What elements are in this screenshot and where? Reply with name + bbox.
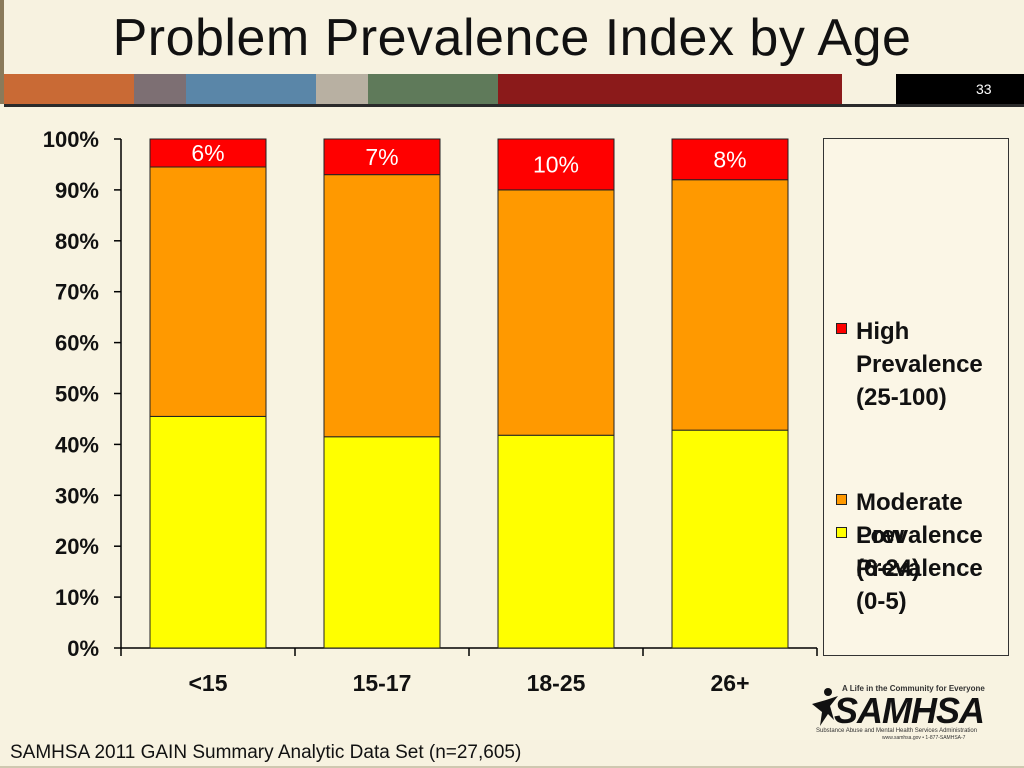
y-tick-label: 0% (67, 636, 99, 661)
y-tick-label: 30% (55, 483, 99, 508)
legend-low-line-3: (0-5) (856, 588, 907, 615)
legend-swatch-high (836, 323, 847, 334)
bar-segment-high (671, 138, 789, 181)
x-category-label: 26+ (710, 670, 749, 696)
page-number: 33 (976, 81, 992, 97)
data-label: 6% (191, 140, 224, 166)
y-tick-label: 60% (55, 331, 99, 356)
y-tick-label: 90% (55, 178, 99, 203)
bar-segment-low (497, 434, 615, 649)
y-tick-label: 50% (55, 382, 99, 407)
legend-label-moderate: Moderate Prevalence (6-24) (856, 486, 1016, 585)
samhsa-subtitle: Substance Abuse and Mental Health Servic… (816, 728, 978, 734)
samhsa-logo: A Life in the Community for Everyone SAM… (808, 684, 985, 741)
y-tick-label: 80% (55, 229, 99, 254)
y-tick-label: 70% (55, 280, 99, 305)
x-category-label: 18-25 (527, 670, 586, 696)
page-number-box (896, 74, 1024, 104)
chart-legend: High Prevalence (25-100) Moderate Preval… (823, 138, 1009, 656)
y-tick-label: 20% (55, 534, 99, 559)
bar-segment-high (149, 138, 267, 168)
data-label: 10% (533, 151, 579, 177)
x-category-label: <15 (188, 670, 227, 696)
bar-segment-moderate (323, 174, 441, 438)
bar-segment-moderate (497, 189, 615, 436)
data-label: 8% (713, 146, 746, 172)
legend-moderate-line-1: Moderate (856, 489, 963, 516)
slide-title: Problem Prevalence Index by Age (112, 9, 912, 67)
legend-label-high: High Prevalence (25-100) (856, 315, 1016, 414)
bar-segment-moderate (149, 166, 267, 417)
y-tick-label: 100% (43, 127, 99, 152)
header-band-segment (134, 74, 186, 104)
x-category-label: 15-17 (353, 670, 412, 696)
samhsa-wordmark: SAMHSA (834, 690, 985, 731)
header-band-segment (498, 74, 842, 104)
samhsa-tagline: A Life in the Community for Everyone (842, 684, 985, 693)
bar-segment-low (671, 429, 789, 649)
samhsa-figure-icon (812, 688, 838, 726)
bar-segment-moderate (671, 179, 789, 431)
legend-label-low: Low Prevalence (0-5) (856, 519, 1016, 618)
legend-moderate-line-2: Prevalence (856, 522, 983, 549)
header-rule (4, 104, 1024, 107)
samhsa-contact: www.samhsa.gov • 1-877-SAMHSA-7 (882, 735, 966, 741)
footer-source: SAMHSA 2011 GAIN Summary Analytic Data S… (10, 742, 522, 763)
legend-high-line-2: Prevalence (856, 351, 983, 378)
legend-swatch-low (836, 527, 847, 538)
bar-segment-low (323, 436, 441, 649)
bar-segment-low (149, 415, 267, 649)
y-tick-label: 40% (55, 432, 99, 457)
header-band-segment (4, 74, 134, 104)
frame-left-edge (0, 0, 4, 104)
header-band-segment (368, 74, 498, 104)
bar-segment-high (497, 138, 615, 191)
legend-swatch-moderate (836, 494, 847, 505)
y-tick-label: 10% (55, 585, 99, 610)
header-band-segment (316, 74, 368, 104)
legend-high-line-1: High (856, 318, 910, 345)
bar-segment-high (323, 138, 441, 176)
legend-low-line-2: Prevalence (856, 555, 983, 582)
data-label: 7% (365, 144, 398, 170)
legend-high-line-3: (25-100) (856, 384, 947, 411)
legend-moderate-line-3: (6-24) (856, 555, 921, 582)
footer-rule (0, 766, 1024, 768)
header-band-segment (186, 74, 316, 104)
legend-low-line-1: Low (856, 522, 904, 549)
